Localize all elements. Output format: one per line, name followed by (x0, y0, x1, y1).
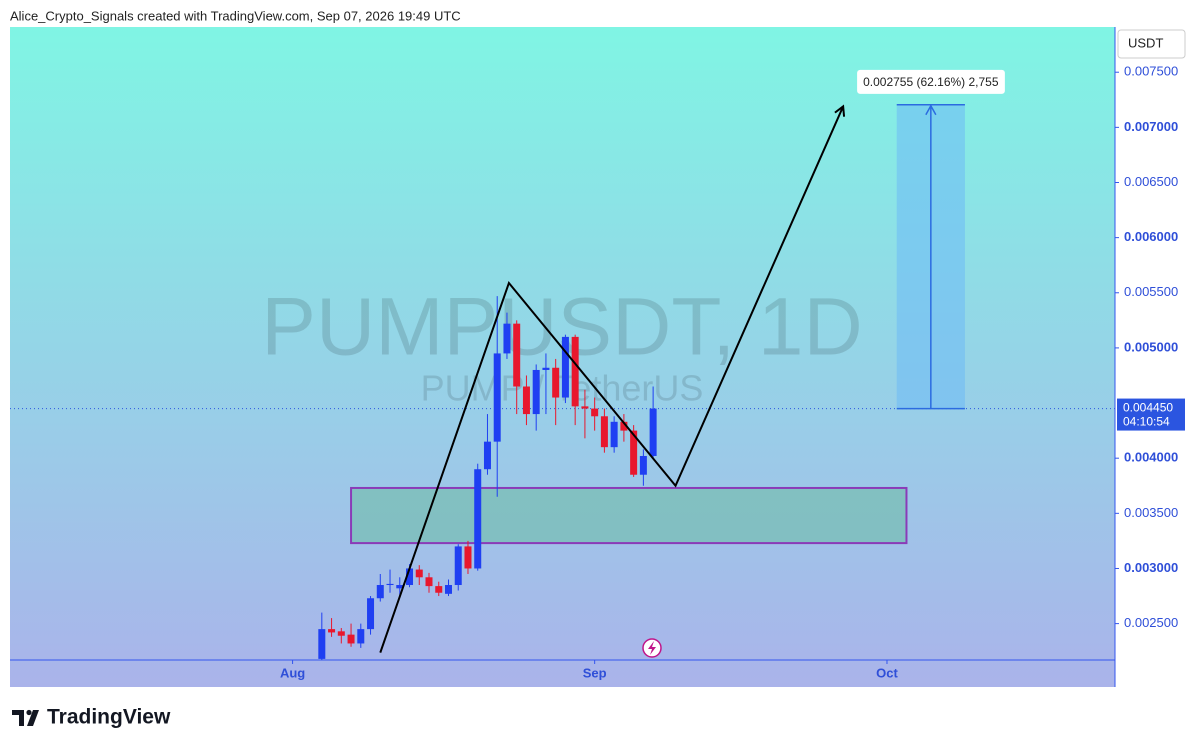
y-tick-label: 0.007500 (1124, 64, 1178, 79)
candle-body (522, 386, 530, 415)
candle-body (464, 546, 472, 569)
brand-logo (12, 709, 39, 726)
candle-body (561, 336, 569, 398)
measure-label-box (857, 69, 1005, 94)
x-tick-label: Aug (280, 665, 305, 680)
candle-body (347, 634, 355, 644)
candle-body (503, 323, 511, 354)
y-tick-label: 0.002500 (1124, 615, 1178, 630)
candle-body (337, 631, 345, 636)
y-tick-label: 0.005500 (1124, 284, 1178, 299)
candle-body (649, 408, 657, 456)
pattern-path (379, 106, 843, 653)
x-tick-label: Oct (876, 665, 898, 680)
candle-body (444, 585, 452, 594)
candle-body (454, 546, 462, 586)
y-tick-label: 0.005000 (1124, 339, 1178, 354)
y-tick-label: 0.004000 (1124, 450, 1178, 465)
candle-body (406, 568, 414, 586)
header: Alice_Crypto_Signals created with Tradin… (10, 8, 461, 23)
y-tick-label: 0.006000 (1124, 229, 1178, 244)
candle-body (513, 323, 521, 387)
candle-body (435, 586, 443, 593)
countdown: 04:10:54 (1123, 415, 1170, 429)
candle-body (610, 421, 618, 448)
y-tick-label: 0.003000 (1124, 560, 1178, 575)
y-tick-label: 0.006500 (1124, 174, 1178, 189)
candle-body (357, 629, 365, 644)
candle-body (415, 569, 423, 578)
candle-body (542, 367, 550, 370)
candle-body (376, 585, 384, 599)
candle-body (581, 406, 589, 409)
candle-body (552, 367, 560, 398)
candle-body (620, 421, 628, 431)
candle-body (591, 408, 599, 417)
x-tick-label: Sep (583, 665, 607, 680)
candle-body (639, 455, 647, 475)
y-tick-label: 0.003500 (1124, 505, 1178, 520)
last-price-box (1117, 398, 1185, 431)
currency: USDT (1128, 35, 1163, 50)
brand: TradingView (47, 706, 171, 729)
layer: 0.002755 (62.16%) 2,755 (10, 69, 1115, 660)
candle-body (328, 629, 336, 633)
support-zone (350, 486, 908, 545)
candle-body (425, 577, 433, 587)
candle-body (396, 585, 404, 589)
candle-body (630, 430, 638, 475)
currency-box (1117, 29, 1186, 59)
candle-body (474, 469, 482, 569)
y-tick-label: 0.007000 (1124, 119, 1178, 134)
candle-body (367, 598, 375, 630)
candle-body (386, 583, 394, 586)
candle-body (483, 441, 491, 470)
candle-body (600, 416, 608, 448)
measure-label: 0.002755 (62.16%) 2,755 (863, 75, 999, 89)
candle-body (318, 629, 326, 659)
candle-body (493, 353, 501, 442)
last-price-label: 0.004450 (1123, 401, 1173, 415)
candle-body (571, 336, 579, 407)
candle-body (532, 369, 540, 415)
alert-icon (642, 638, 662, 658)
